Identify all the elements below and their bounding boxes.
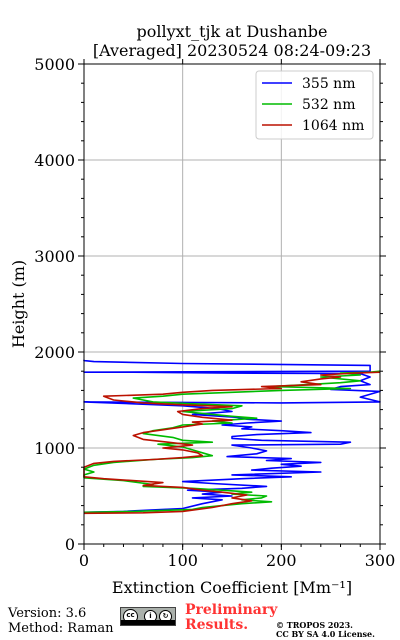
preliminary-label-line-2: Results.: [185, 617, 249, 633]
y-tick-label: 2000: [34, 343, 75, 362]
copyright-text-line-1: © TROPOS 2023.: [276, 620, 353, 630]
x-tick-label: 300: [365, 551, 396, 570]
plot-frame: [83, 63, 381, 545]
y-tick-label: 0: [65, 535, 75, 554]
legend-box: [255, 70, 374, 140]
cc-license-badge: cc i ↻: [120, 607, 176, 626]
legend: 355 nm 532 nm 1064 nm: [255, 70, 374, 140]
legend-label: 1064 nm: [302, 118, 364, 134]
series-lines: [83, 359, 381, 515]
cc-strip: [121, 620, 175, 625]
preliminary-label-line-1: Preliminary: [185, 602, 278, 618]
x-tick-label: 0: [79, 551, 89, 570]
series-line-1064-nm: [83, 371, 381, 515]
x-tick-label: 200: [266, 551, 297, 570]
legend-label: 355 nm: [302, 76, 355, 92]
series-line-355-nm: [83, 359, 381, 514]
method-text: Method: Raman: [8, 621, 114, 636]
chart-title-line-1: pollyxt_tjk at Dushanbe: [136, 22, 328, 41]
version-text: Version: 3.6: [8, 606, 87, 621]
chart-title-line-2: [Averaged] 20230524 08:24-09:23: [92, 41, 372, 60]
grid: [84, 64, 380, 544]
x-axis-label: Extinction Coefficient [Mm⁻¹]: [112, 578, 352, 597]
y-axis-label: Height (m): [9, 260, 28, 348]
y-tick-label: 3000: [34, 247, 75, 266]
x-tick-label: 100: [167, 551, 198, 570]
copyright-text-line-2: CC BY SA 4.0 License.: [276, 629, 375, 639]
y-tick-label: 1000: [34, 439, 75, 458]
y-tick-label: 5000: [34, 55, 75, 74]
legend-label: 532 nm: [302, 97, 355, 113]
y-tick-label: 4000: [34, 151, 75, 170]
